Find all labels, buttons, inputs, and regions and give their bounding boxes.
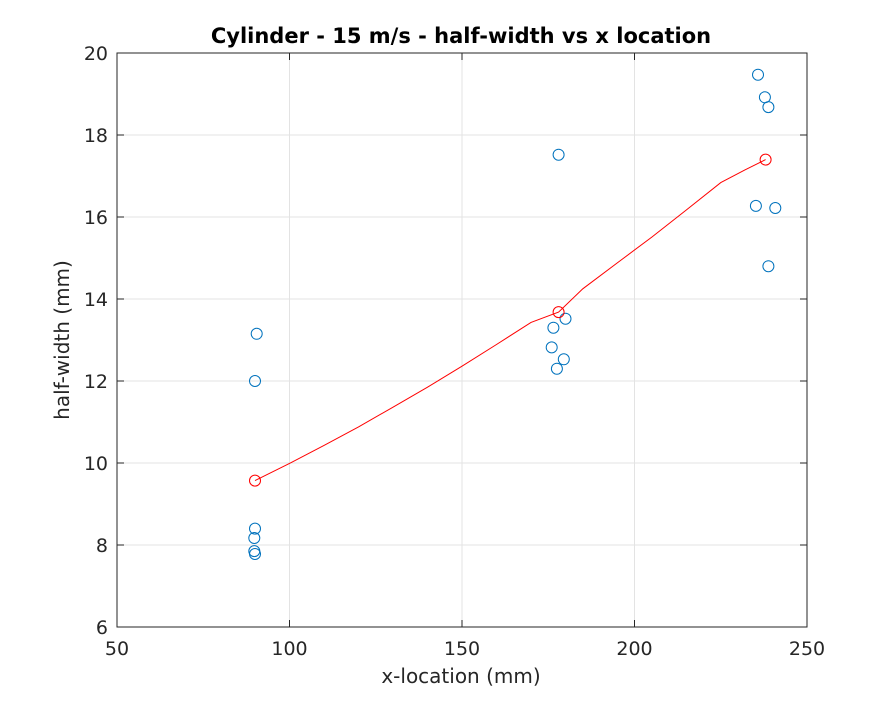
chart-title: Cylinder - 15 m/s - half-width vs x loca… [211,24,711,48]
data-point [249,548,261,560]
data-point [545,341,558,354]
data-point [249,375,261,387]
data-point [749,199,762,212]
data-point [547,321,560,334]
data-point [557,353,570,366]
data-point [248,532,261,544]
data-point [559,312,572,325]
x-tick-label: 250 [789,638,825,660]
y-tick-label: 20 [84,43,108,65]
x-tick-label: 50 [105,638,129,660]
x-tick-label: 200 [616,638,652,660]
y-tick-label: 6 [96,617,108,639]
y-tick-label: 10 [84,453,108,475]
y-tick-label: 12 [84,371,108,393]
y-tick-label: 8 [96,535,108,557]
y-axis-label: half-width (mm) [50,260,74,420]
ticks: 50 100 150 200 250 6 8 10 12 14 16 18 20 [84,43,825,660]
fit-curve [254,159,766,482]
x-tick-label: 100 [271,638,307,660]
data-point [762,101,775,114]
data-point [762,260,775,273]
x-tick-label: 150 [444,638,480,660]
data-point [550,362,563,375]
data-point [769,202,782,214]
data-point [752,68,764,81]
data-point [249,522,261,535]
y-tick-label: 18 [84,125,108,147]
mean-point [552,306,565,319]
y-tick-label: 16 [84,207,108,229]
x-axis-label: x-location (mm) [381,664,540,688]
data-point [250,327,263,340]
data-point [552,148,565,161]
mean-point [759,153,772,166]
y-tick-label: 14 [84,289,108,311]
mean-point [249,474,261,487]
data-marks [248,68,782,560]
